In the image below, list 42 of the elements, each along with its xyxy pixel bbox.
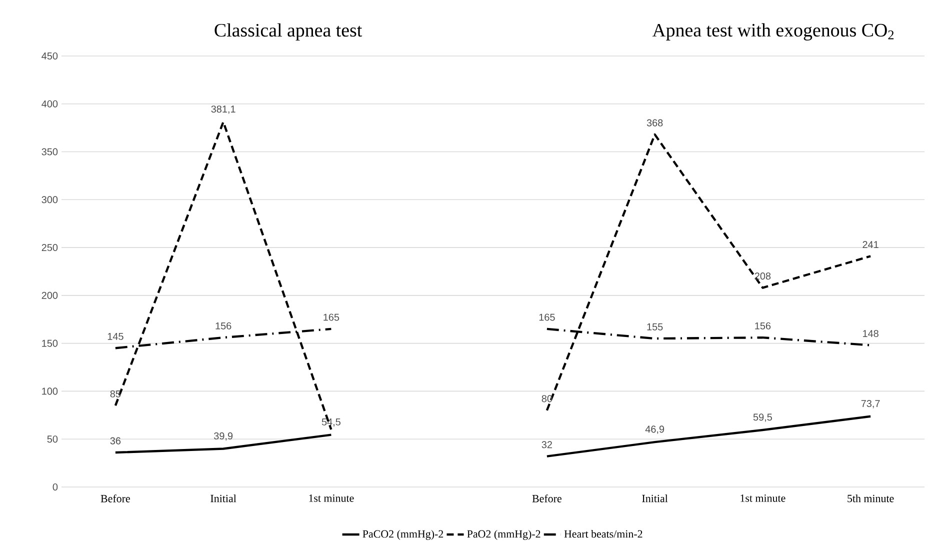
data-label: 241 bbox=[862, 241, 878, 248]
x-tick-label: Before bbox=[100, 494, 130, 502]
data-label: 165 bbox=[324, 314, 340, 321]
data-label: 148 bbox=[863, 330, 878, 338]
y-tick-label: 200 bbox=[42, 292, 58, 299]
legend-label: PaO2 (mmHg)-2 bbox=[467, 530, 540, 540]
x-tick-label: Initial bbox=[210, 494, 236, 502]
x-tick-label: 1st minute bbox=[740, 494, 786, 502]
data-label: 54,5 bbox=[322, 418, 340, 427]
data-label: 145 bbox=[108, 332, 124, 340]
x-tick-label: 1st minute bbox=[309, 494, 354, 502]
text: Classical apnea test bbox=[214, 23, 362, 41]
text: Apnea test with exogenous CO$_{2}$ bbox=[652, 23, 894, 40]
y-tick-label: 0 bbox=[52, 483, 58, 491]
data-label: 39,9 bbox=[214, 432, 233, 441]
x-tick-label: Initial bbox=[642, 494, 668, 502]
data-label: 59,5 bbox=[753, 414, 772, 422]
data-label: 73,7 bbox=[861, 400, 880, 408]
y-tick-label: 250 bbox=[42, 244, 58, 252]
y-tick-label: 300 bbox=[42, 196, 58, 204]
data-label: 368 bbox=[646, 119, 663, 126]
y-tick-label: 400 bbox=[42, 100, 58, 108]
x-tick-label: Before bbox=[532, 494, 562, 502]
data-label: 156 bbox=[755, 322, 771, 330]
x-tick-label: 5th minute bbox=[848, 494, 894, 502]
data-label: 46,9 bbox=[645, 426, 664, 434]
y-tick-label: 150 bbox=[42, 340, 58, 347]
legend-label: Heart beats/min-2 bbox=[564, 530, 642, 538]
y-tick-label: 350 bbox=[42, 148, 58, 156]
data-label: 208 bbox=[754, 272, 771, 280]
y-tick-label: 50 bbox=[47, 436, 58, 443]
y-tick-label: 100 bbox=[42, 388, 58, 395]
data-label: 381,1 bbox=[211, 106, 236, 114]
data-label: 80 bbox=[542, 395, 552, 402]
data-label: 156 bbox=[216, 322, 232, 330]
data-label: 36 bbox=[110, 437, 121, 444]
legend-label: PaCO2 (mmHg)-2 bbox=[362, 530, 444, 540]
data-label: 85 bbox=[110, 390, 121, 398]
data-label: 32 bbox=[542, 441, 552, 448]
data-label: 155 bbox=[647, 323, 663, 330]
y-tick-label: 450 bbox=[42, 52, 58, 60]
data-label: 165 bbox=[539, 314, 555, 321]
